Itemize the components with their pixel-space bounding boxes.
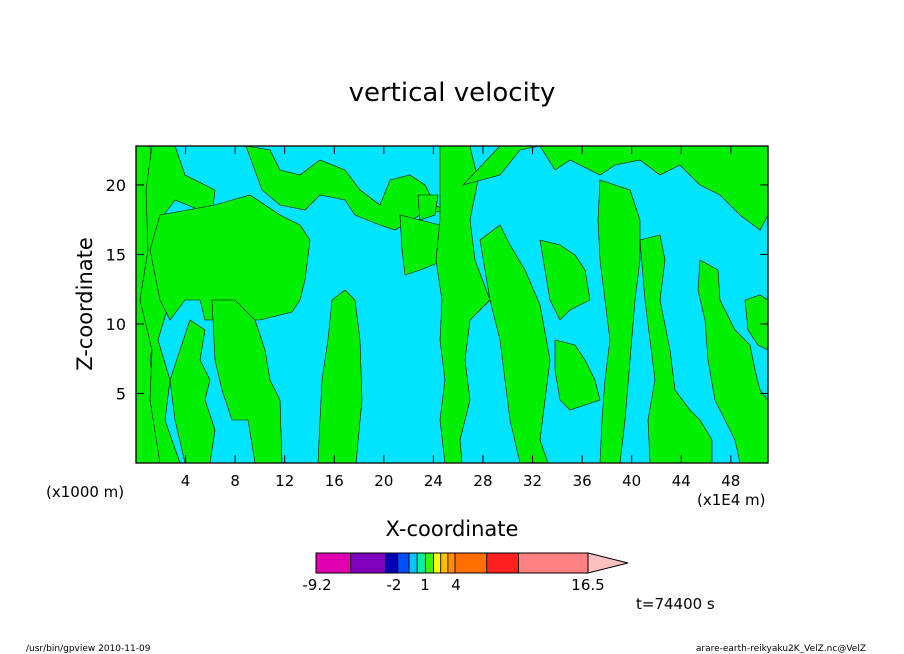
colorbar-tick-label: 1 <box>420 576 430 594</box>
x-unit-right: (x1E4 m) <box>697 491 766 509</box>
colorbar-segment <box>454 552 488 574</box>
colorbar-frame <box>315 552 589 574</box>
colorbar-segment <box>397 552 410 574</box>
colorbar-tick-label: 16.5 <box>571 576 604 594</box>
positive-velocity-region <box>554 339 601 411</box>
positive-velocity-region <box>435 146 491 463</box>
positive-velocity-region <box>639 234 713 463</box>
colorbar-segment <box>518 552 589 574</box>
time-label: t=74400 s <box>636 595 715 613</box>
positive-velocity-region <box>149 194 311 321</box>
plot-frame <box>135 145 769 464</box>
x-tick-label: 36 <box>573 472 592 490</box>
x-tick-label: 8 <box>230 472 240 490</box>
positive-velocity-region <box>479 224 551 463</box>
y-tick-label: 5 <box>116 384 126 403</box>
colorbar-segment <box>385 552 399 574</box>
footer-left: /usr/bin/gpview 2010-11-09 <box>26 644 151 654</box>
colorbar-segment <box>433 552 442 574</box>
colorbar-segment <box>315 552 352 574</box>
x-tick-label: 16 <box>325 472 344 490</box>
x-tick-label: 12 <box>275 472 294 490</box>
x-unit-left: (x1000 m) <box>46 483 124 501</box>
footer-right: arare-earth-reikyaku2K_VelZ.nc@VelZ <box>696 644 866 654</box>
colorbar-segment <box>447 552 456 574</box>
colorbar-segment <box>416 552 426 574</box>
positive-velocity-region <box>317 289 363 463</box>
x-tick-label: 20 <box>374 472 393 490</box>
y-tick-label: 20 <box>106 176 126 195</box>
positive-velocity-region <box>539 239 591 321</box>
colorbar-tick-label: 4 <box>451 576 461 594</box>
x-tick-label: 24 <box>424 472 443 490</box>
positive-velocity-region <box>462 146 768 231</box>
positive-velocity-region <box>697 259 768 463</box>
chart-title: vertical velocity <box>349 78 556 108</box>
x-tick-label: 44 <box>672 472 691 490</box>
colorbar-segment <box>425 552 434 574</box>
positive-velocity-region <box>744 294 768 351</box>
y-axis-label: Z-coordinate <box>73 237 97 371</box>
y-tick-label: 15 <box>106 245 126 264</box>
x-tick-label: 40 <box>622 472 641 490</box>
y-tick-label: 10 <box>106 315 126 334</box>
colorbar-tick-label: -9.2 <box>302 576 331 594</box>
colorbar-segment <box>440 552 449 574</box>
positive-velocity-region <box>169 319 216 463</box>
colorbar-segment <box>486 552 519 574</box>
positive-velocity-region <box>417 194 439 221</box>
colorbar: -9.2 -2 1 4 16.5 <box>302 552 629 594</box>
colorbar-segment <box>350 552 386 574</box>
colorbar-arrow <box>587 552 629 574</box>
colorbar-segment <box>408 552 418 574</box>
x-tick-label: 32 <box>523 472 542 490</box>
colorbar-tick-label: -2 <box>387 576 402 594</box>
x-tick-label: 48 <box>721 472 740 490</box>
x-tick-label: 4 <box>181 472 191 490</box>
positive-velocity-region <box>211 299 283 463</box>
x-axis-label: X-coordinate <box>386 517 519 541</box>
x-tick-label: 28 <box>473 472 492 490</box>
